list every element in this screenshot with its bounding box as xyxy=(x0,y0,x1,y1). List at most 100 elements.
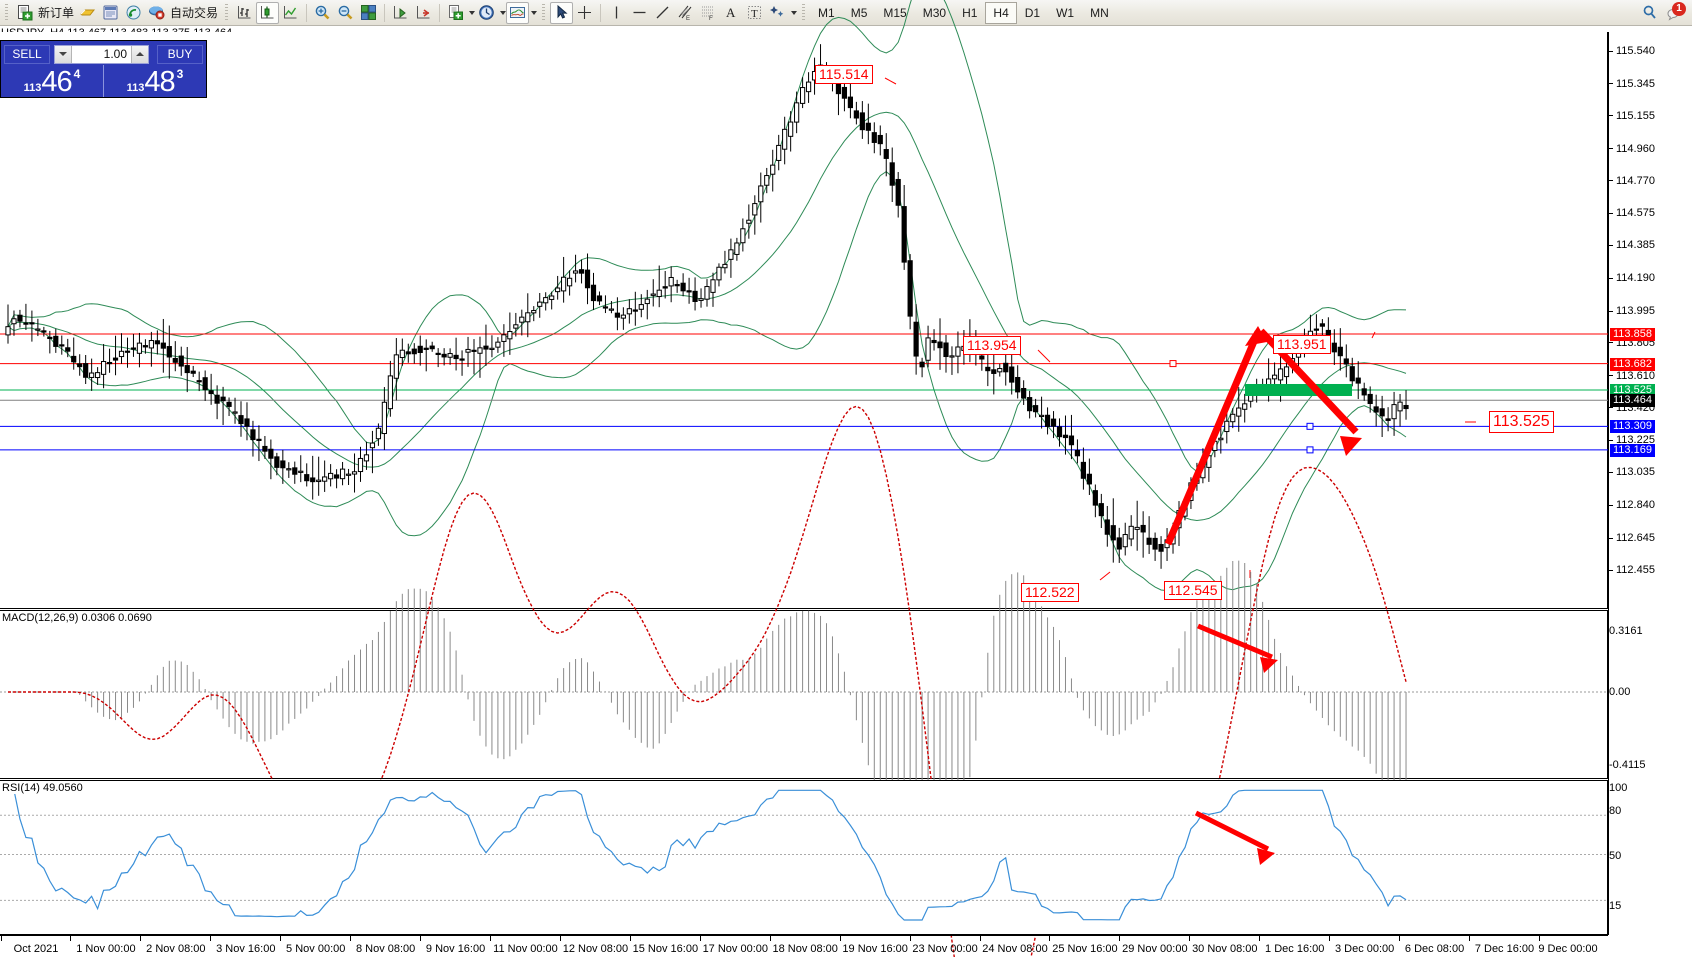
price-badge-support[interactable]: 113.169 xyxy=(1610,443,1655,457)
price-pane[interactable] xyxy=(0,0,1608,609)
time-tick: 1 Nov 00:00 xyxy=(76,943,136,955)
one-click-trading-panel[interactable]: SELL 1.00 BUY 113 46 4 113 48 3 xyxy=(0,40,207,98)
price-tick: 112.840 xyxy=(1609,499,1655,511)
vertical-line-icon[interactable] xyxy=(605,2,628,24)
buy-button[interactable]: BUY xyxy=(157,44,203,64)
timeframe-h1[interactable]: H1 xyxy=(962,5,978,20)
period-dropdown-caret[interactable] xyxy=(500,10,507,15)
candlestick-chart-icon[interactable] xyxy=(256,1,280,24)
line-chart-icon[interactable] xyxy=(279,2,302,24)
equidistant-channel-icon[interactable]: E xyxy=(674,2,697,24)
candle xyxy=(549,295,555,300)
zoom-in-icon[interactable] xyxy=(311,2,334,24)
candle xyxy=(369,442,376,449)
period-clock-icon[interactable] xyxy=(475,2,498,24)
cursor-icon[interactable] xyxy=(550,1,574,24)
indicators-dropdown-caret[interactable] xyxy=(531,10,538,15)
candle xyxy=(901,206,907,263)
volume-value[interactable]: 1.00 xyxy=(72,45,131,63)
price-tick: 113.225 xyxy=(1609,434,1655,446)
bar-chart-icon[interactable] xyxy=(233,2,256,24)
price-scale[interactable]: 115.540 115.345 115.155 114.960 114.770 114.5… xyxy=(1608,32,1692,935)
macd-label: MACD(12,26,9) 0.0306 0.0690 xyxy=(2,612,155,624)
volume-decrease-button[interactable] xyxy=(55,45,72,63)
candle xyxy=(513,324,519,329)
candle xyxy=(907,260,913,317)
price-annotation-a5[interactable]: 112.522 xyxy=(1021,583,1079,602)
indicators-icon[interactable] xyxy=(506,1,530,24)
timeframe-d1[interactable]: D1 xyxy=(1024,5,1041,20)
toolbar-grip-4[interactable] xyxy=(800,2,808,23)
zoom-out-icon[interactable] xyxy=(334,2,357,24)
price-tick: 113.610 xyxy=(1609,370,1655,382)
signal-icon[interactable] xyxy=(122,2,145,24)
trendline-icon[interactable] xyxy=(651,2,674,24)
autotrading-icon[interactable] xyxy=(145,2,168,24)
timeframe-h4[interactable]: H4 xyxy=(985,1,1017,24)
rsi-pane[interactable]: RSI(14) 49.0560 xyxy=(0,780,1608,935)
candle xyxy=(89,372,95,378)
buy-price-big: 48 xyxy=(144,66,175,98)
new-order-label[interactable]: 新订单 xyxy=(38,6,75,20)
volume-increase-button[interactable] xyxy=(131,45,148,63)
autotrading-label[interactable]: 自动交易 xyxy=(170,6,219,20)
timeframe-mn[interactable]: MN xyxy=(1090,5,1109,20)
volume-stepper[interactable]: 1.00 xyxy=(54,44,149,64)
candle xyxy=(333,474,340,479)
toolbar-grip-2[interactable] xyxy=(223,2,231,23)
candle xyxy=(1403,404,1409,410)
fibonacci-icon[interactable]: F xyxy=(697,2,720,24)
price-annotation-a4[interactable]: 113.525 xyxy=(1489,411,1554,433)
price-annotation-a6[interactable]: 112.545 xyxy=(1164,581,1222,600)
toolbar-grip[interactable] xyxy=(3,2,10,23)
new-order-button[interactable] xyxy=(13,2,36,24)
time-scale[interactable]: Oct 2021 1 Nov 00:00 2 Nov 08:00 3 Nov 16:0… xyxy=(0,935,1608,957)
candle xyxy=(507,330,513,340)
arrows-shapes-icon[interactable] xyxy=(766,2,789,24)
candle xyxy=(1009,366,1015,383)
price-annotation-a1[interactable]: 115.514 xyxy=(815,65,873,84)
auto-scroll-icon[interactable] xyxy=(412,2,435,24)
candle xyxy=(1027,397,1033,412)
time-tick: 11 Nov 00:00 xyxy=(493,943,558,955)
new-chart-icon[interactable] xyxy=(444,2,467,24)
text-label-icon[interactable]: T xyxy=(743,2,766,24)
new-chart-dropdown-caret[interactable] xyxy=(469,10,476,15)
shift-chart-icon[interactable] xyxy=(389,2,412,24)
notifications-icon[interactable]: 1 xyxy=(1662,1,1686,24)
timeframe-m1[interactable]: M1 xyxy=(818,5,835,20)
candle xyxy=(351,471,358,475)
sell-button[interactable]: SELL xyxy=(4,44,50,64)
timeframe-m5[interactable]: M5 xyxy=(850,5,868,20)
price-badge-last-price[interactable]: 113.464 xyxy=(1610,394,1655,408)
gold-bar-icon[interactable] xyxy=(76,2,99,24)
horizontal-line-icon[interactable] xyxy=(628,2,651,24)
price-badge-support[interactable]: 113.309 xyxy=(1610,420,1655,434)
macd-pane[interactable]: MACD(12,26,9) 0.0306 0.0690 xyxy=(0,405,1608,957)
timeframe-m30[interactable]: M30 xyxy=(922,5,947,20)
market-watch-icon[interactable] xyxy=(99,2,122,24)
sell-price-display[interactable]: 113 46 4 xyxy=(1,65,103,97)
time-tick: 17 Nov 00:00 xyxy=(702,943,768,955)
toolbar-grip-3[interactable] xyxy=(540,2,548,23)
timeframe-m15[interactable]: M15 xyxy=(883,5,907,20)
timeframe-w1[interactable]: W1 xyxy=(1056,5,1075,20)
search-icon[interactable] xyxy=(1638,2,1662,24)
crosshair-icon[interactable] xyxy=(573,2,596,24)
candle xyxy=(435,352,441,356)
price-badge-resistance[interactable]: 113.858 xyxy=(1610,327,1655,341)
price-tick: 113.995 xyxy=(1609,305,1655,317)
candle xyxy=(471,349,477,352)
candle xyxy=(83,363,89,378)
rsi-tick: 15 xyxy=(1609,900,1622,912)
buy-price-display[interactable]: 113 48 3 xyxy=(103,65,206,97)
candle xyxy=(393,354,399,379)
tile-windows-icon[interactable] xyxy=(357,2,380,24)
text-icon[interactable]: A xyxy=(720,2,743,24)
shapes-dropdown-caret[interactable] xyxy=(791,10,798,15)
price-annotation-a2[interactable]: 113.954 xyxy=(963,336,1021,355)
price-badge-resistance[interactable]: 113.682 xyxy=(1610,357,1655,371)
price-badge-target[interactable]: 113.525 xyxy=(1610,383,1655,397)
price-annotation-a3[interactable]: 113.951 xyxy=(1273,335,1331,354)
